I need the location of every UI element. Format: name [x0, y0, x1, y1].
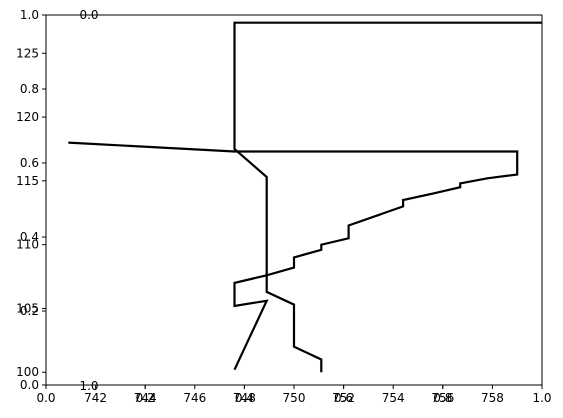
overlay-x-tick-label: 0.4	[235, 391, 254, 405]
overlay-x-tick-label: 0.6	[334, 391, 353, 405]
x-tick-label: 748	[233, 391, 256, 405]
overlay-y-tick-label: 0.8	[20, 82, 39, 96]
series-line-3	[233, 29, 323, 373]
overlay-y-tick-label: 0.4	[20, 230, 39, 244]
overlay-x-tick-label: 1.0	[532, 391, 551, 405]
y-tick-label: 100	[16, 365, 39, 379]
y-tick-label: 115	[16, 174, 39, 188]
overlay-y-axis-ticks: 0.0 0.2 0.4 0.6 0.8 1.0	[20, 8, 46, 392]
overlay-x-tick-label: 0.8	[433, 391, 452, 405]
y-tick-label: 110	[16, 238, 39, 252]
x-tick-label: 750	[283, 391, 306, 405]
series-line-1	[233, 21, 542, 29]
x-tick-label: 746	[183, 391, 206, 405]
overlay-y-tick-label: 0.2	[20, 304, 39, 318]
y-tick-label: 105	[16, 301, 39, 315]
x-tick-label: 744	[134, 391, 157, 405]
y-axis-ticks: 100 105 110 115 120 125	[16, 46, 46, 379]
overlay-y-tick-label: 0.6	[20, 156, 39, 170]
overlay-x-tick-label: 0.0	[36, 391, 55, 405]
series-line-2	[68, 141, 519, 371]
overlay-x-tick-label: 0.2	[136, 391, 155, 405]
x-tick-label: 754	[382, 391, 405, 405]
x-axis-ticks: 742 744 746 748 750 752 754 756 758	[84, 385, 504, 405]
x-tick-label: 756	[431, 391, 454, 405]
x-tick-label: 752	[332, 391, 355, 405]
overlay-y-tick-label: 0.0	[20, 378, 39, 392]
y-tick-label: 120	[16, 110, 39, 124]
overlay-y-tick-label: 1.0	[20, 8, 39, 22]
data-lines	[68, 21, 542, 373]
overlay-x-axis-ticks: 0.0 0.2 0.4 0.6 0.8 1.0	[36, 385, 552, 405]
x-tick-label: 742	[84, 391, 107, 405]
y-tick-label: 125	[16, 46, 39, 60]
x-tick-label: 758	[481, 391, 504, 405]
stray-label-bottom: 1.0	[79, 379, 98, 393]
stray-label-top: 0.0	[79, 8, 98, 22]
axes-frame	[45, 14, 543, 386]
